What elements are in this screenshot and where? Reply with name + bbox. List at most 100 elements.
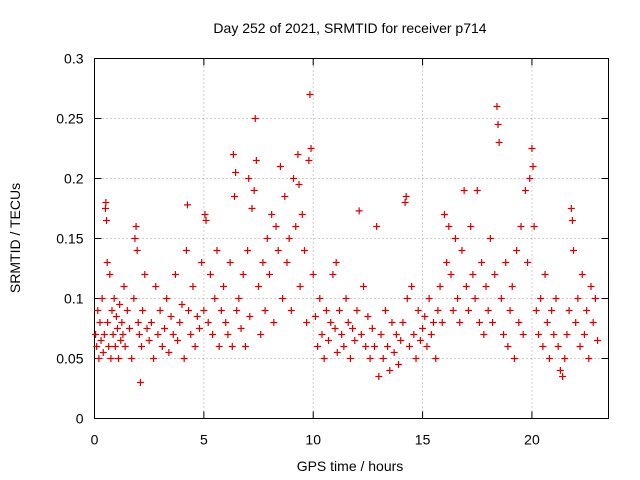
data-point xyxy=(539,343,547,350)
data-point xyxy=(357,331,365,338)
data-point xyxy=(395,361,403,368)
data-point xyxy=(332,259,340,266)
data-point xyxy=(128,355,136,362)
x-axis-label: GPS time / hours xyxy=(297,458,404,474)
data-point xyxy=(559,373,567,380)
data-point xyxy=(92,331,100,338)
data-point xyxy=(537,295,545,302)
data-point xyxy=(300,247,308,254)
data-point xyxy=(565,307,573,314)
data-point xyxy=(107,355,115,362)
data-point xyxy=(193,313,201,320)
data-point xyxy=(120,283,128,290)
data-point xyxy=(295,181,303,188)
y-axis-label: SRMTID / TECUs xyxy=(7,183,23,293)
data-point xyxy=(460,187,468,194)
data-point xyxy=(445,223,453,230)
data-point xyxy=(568,217,576,224)
data-point xyxy=(110,295,118,302)
data-point xyxy=(467,223,475,230)
data-point xyxy=(587,283,595,290)
data-point xyxy=(95,355,103,362)
data-point xyxy=(327,319,335,326)
data-point xyxy=(552,295,560,302)
data-point xyxy=(195,325,203,332)
data-point xyxy=(113,325,121,332)
data-point xyxy=(362,343,370,350)
data-point xyxy=(292,223,300,230)
data-point xyxy=(351,337,359,344)
data-point xyxy=(176,319,184,326)
data-point xyxy=(412,355,420,362)
data-point xyxy=(500,331,508,338)
data-point xyxy=(251,115,259,122)
data-point xyxy=(290,175,298,182)
data-point xyxy=(414,307,422,314)
data-point xyxy=(141,271,149,278)
data-point xyxy=(138,343,146,350)
data-point xyxy=(449,307,457,314)
data-point xyxy=(416,337,424,344)
data-point xyxy=(545,355,553,362)
x-tick-label: 5 xyxy=(200,432,208,448)
data-point xyxy=(567,205,575,212)
data-point xyxy=(368,325,376,332)
y-tick-label: 0.1 xyxy=(64,291,84,307)
data-point xyxy=(386,367,394,374)
data-point xyxy=(494,121,502,128)
data-point xyxy=(519,331,527,338)
data-point xyxy=(228,343,236,350)
data-point xyxy=(154,331,162,338)
data-point xyxy=(163,295,171,302)
y-axis-ticks: 0 0.05 0.1 0.15 0.2 0.25 0.3 xyxy=(56,51,609,427)
data-point xyxy=(349,325,357,332)
data-point xyxy=(580,331,588,338)
data-point xyxy=(554,343,562,350)
x-tick-label: 10 xyxy=(305,432,321,448)
data-point xyxy=(235,295,243,302)
data-point xyxy=(215,343,223,350)
data-point xyxy=(117,337,125,344)
data-point xyxy=(204,319,212,326)
data-point xyxy=(480,331,488,338)
data-point xyxy=(111,343,119,350)
data-point xyxy=(102,199,110,206)
data-point xyxy=(526,175,534,182)
data-point xyxy=(97,337,105,344)
data-point xyxy=(246,313,254,320)
data-point xyxy=(471,295,479,302)
data-point xyxy=(167,313,175,320)
data-point xyxy=(524,259,532,266)
data-point xyxy=(103,217,111,224)
data-point xyxy=(104,319,112,326)
data-point xyxy=(206,271,214,278)
x-tick-label: 0 xyxy=(91,432,99,448)
data-point xyxy=(276,163,284,170)
data-point xyxy=(183,201,191,209)
data-point xyxy=(561,355,569,362)
data-point xyxy=(436,283,444,290)
data-point xyxy=(224,331,232,338)
data-point xyxy=(189,283,197,290)
data-point xyxy=(338,331,346,338)
data-point xyxy=(425,295,433,302)
data-point xyxy=(233,307,241,314)
data-point xyxy=(510,355,518,362)
data-point xyxy=(462,283,470,290)
data-point xyxy=(344,319,352,326)
data-point xyxy=(504,343,512,350)
data-point xyxy=(563,331,571,338)
data-point xyxy=(532,307,540,314)
data-point xyxy=(217,307,225,314)
data-point xyxy=(160,325,168,332)
data-point xyxy=(434,307,442,314)
data-point xyxy=(209,331,217,338)
data-point xyxy=(245,175,253,182)
data-point xyxy=(421,313,429,320)
data-point xyxy=(270,319,278,326)
data-point xyxy=(591,295,599,302)
x-tick-label: 15 xyxy=(415,432,431,448)
data-point xyxy=(145,337,153,344)
data-point xyxy=(373,223,381,230)
data-point xyxy=(392,331,400,338)
